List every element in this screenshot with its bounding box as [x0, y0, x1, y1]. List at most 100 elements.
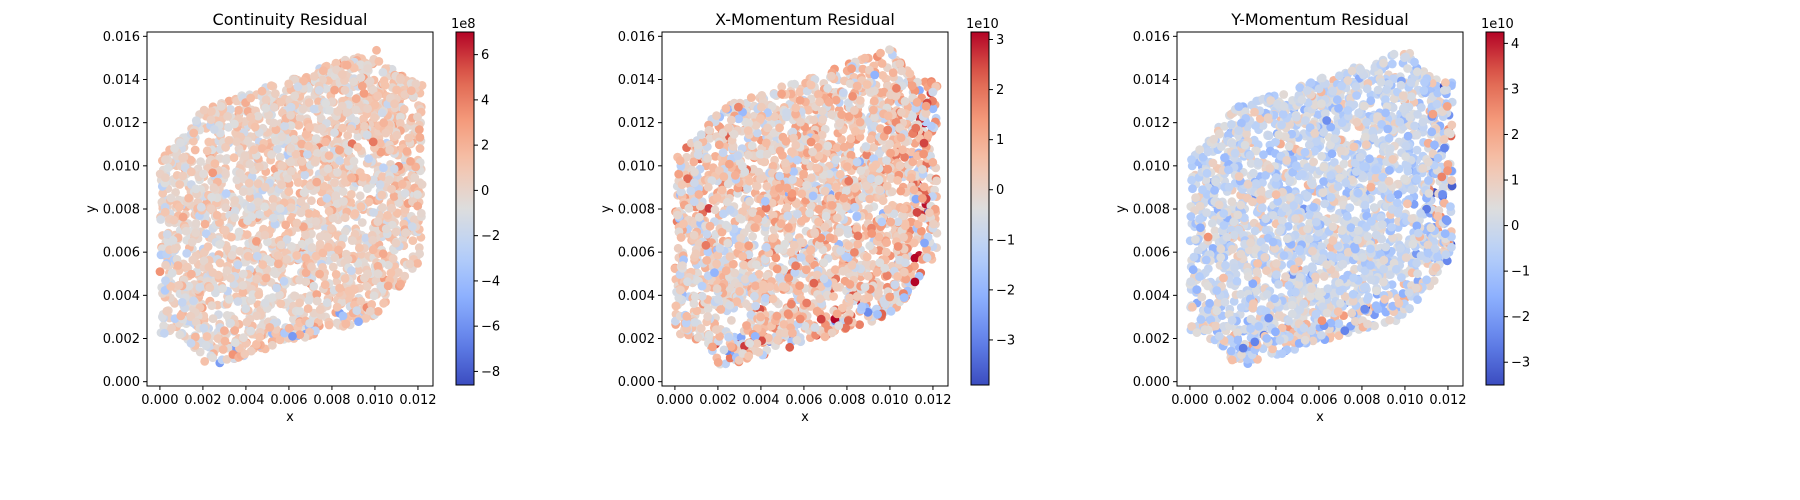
data-point [812, 270, 822, 280]
colorbar-tick-label: −2 [996, 283, 1015, 298]
data-point [726, 115, 736, 125]
data-point [354, 317, 363, 326]
data-point [221, 142, 231, 152]
data-point [799, 169, 808, 179]
data-point [391, 227, 401, 237]
data-point [712, 284, 722, 294]
data-point [271, 125, 281, 135]
data-point [719, 209, 728, 219]
data-point [333, 168, 342, 177]
data-point [340, 177, 350, 187]
data-point [795, 96, 805, 105]
data-point [677, 180, 687, 190]
data-point [293, 178, 303, 187]
data-point [809, 115, 819, 125]
data-point [867, 229, 877, 238]
data-point [743, 184, 752, 193]
data-point [681, 318, 691, 328]
data-point [312, 290, 322, 299]
data-point [338, 311, 348, 321]
data-point [717, 185, 727, 195]
data-point [268, 213, 278, 223]
data-point [855, 320, 864, 329]
data-point [238, 281, 248, 290]
data-point [232, 137, 241, 147]
data-point [311, 156, 321, 166]
y-tick-label: 0.014 [103, 73, 140, 88]
data-point [824, 97, 834, 107]
data-point [344, 286, 354, 296]
data-point [373, 307, 383, 316]
data-point [368, 245, 378, 255]
data-point [356, 202, 366, 212]
y-tick-label: 0.002 [618, 332, 655, 347]
data-point [689, 230, 699, 240]
data-point [246, 93, 256, 103]
data-point [395, 118, 405, 128]
data-point [184, 281, 194, 291]
data-point [865, 241, 875, 251]
data-point [827, 201, 837, 210]
data-point [253, 197, 263, 207]
data-point [409, 215, 419, 225]
data-point [727, 316, 736, 325]
data-point [911, 123, 921, 133]
data-point [832, 282, 841, 292]
data-point [199, 323, 209, 333]
data-point [858, 192, 867, 202]
data-point [713, 250, 723, 260]
data-point [347, 190, 356, 199]
data-point [783, 309, 793, 319]
data-point [878, 71, 888, 80]
y-tick-label: 0.000 [618, 375, 655, 390]
data-point [674, 169, 684, 179]
data-point [309, 281, 319, 291]
data-point [820, 332, 830, 342]
data-point [796, 117, 805, 127]
data-point [921, 108, 931, 118]
data-point [885, 292, 895, 302]
data-point [300, 170, 310, 180]
data-point [725, 159, 734, 169]
data-point [815, 97, 824, 107]
data-point [896, 133, 906, 143]
data-point [239, 333, 248, 343]
data-point [909, 238, 919, 248]
data-point [320, 280, 330, 290]
data-point [273, 251, 283, 261]
data-point [208, 314, 218, 324]
data-point [899, 293, 909, 302]
data-point [415, 144, 425, 153]
y-tick-label: 0.010 [618, 159, 655, 174]
data-point [791, 199, 801, 209]
data-point [386, 268, 396, 278]
data-point [717, 227, 727, 237]
data-point [238, 269, 248, 279]
data-point [207, 107, 216, 116]
data-point [754, 167, 764, 177]
data-point [208, 168, 218, 178]
data-point [230, 206, 240, 216]
data-point [377, 190, 387, 200]
data-point [724, 123, 733, 133]
data-point [390, 99, 399, 109]
data-point [843, 225, 853, 235]
colorbar-tick-label: −3 [996, 333, 1015, 348]
y-tick-label: 0.016 [103, 30, 140, 45]
data-point [754, 269, 764, 279]
data-point [373, 269, 383, 279]
data-point [174, 280, 184, 290]
data-point [330, 85, 339, 95]
data-point [852, 157, 862, 167]
data-point [260, 230, 270, 240]
data-point [160, 328, 169, 338]
data-point [286, 157, 295, 167]
data-point [381, 128, 391, 138]
y-tick-label: 0.002 [103, 332, 140, 347]
data-point [229, 153, 239, 163]
data-point [178, 212, 188, 222]
data-point [322, 84, 332, 94]
data-point [726, 342, 736, 351]
data-point [367, 300, 377, 309]
data-point [304, 209, 314, 218]
